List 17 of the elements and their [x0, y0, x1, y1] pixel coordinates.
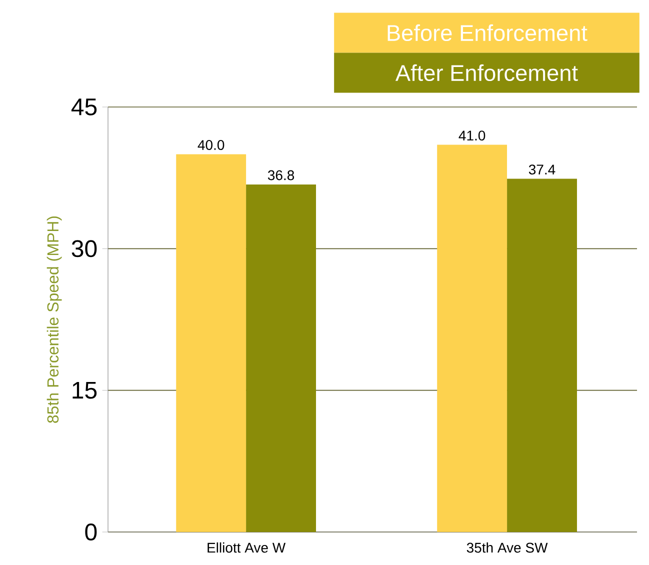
x-tick-label: 35th Ave SW [466, 542, 548, 553]
bar [246, 184, 316, 532]
data-label: 41.0 [458, 130, 486, 141]
y-tick-label: 30 [72, 240, 97, 258]
data-label: 37.4 [528, 164, 556, 175]
bar [176, 154, 246, 532]
y-tick-label: 15 [72, 382, 97, 399]
bar [507, 178, 577, 532]
text: After Enforcement [395, 64, 578, 82]
x-tick-label: Elliott Ave W [208, 542, 286, 553]
data-label: 36.8 [268, 170, 294, 180]
text: Before Enforcement [388, 24, 588, 42]
y-axis-title: 85th Percentile Speed (MPH) [46, 216, 62, 423]
y-tick-label: 45 [71, 98, 97, 116]
bar [437, 144, 508, 532]
data-label: 40.0 [198, 140, 224, 150]
y-tick-label: 0 [85, 523, 97, 540]
